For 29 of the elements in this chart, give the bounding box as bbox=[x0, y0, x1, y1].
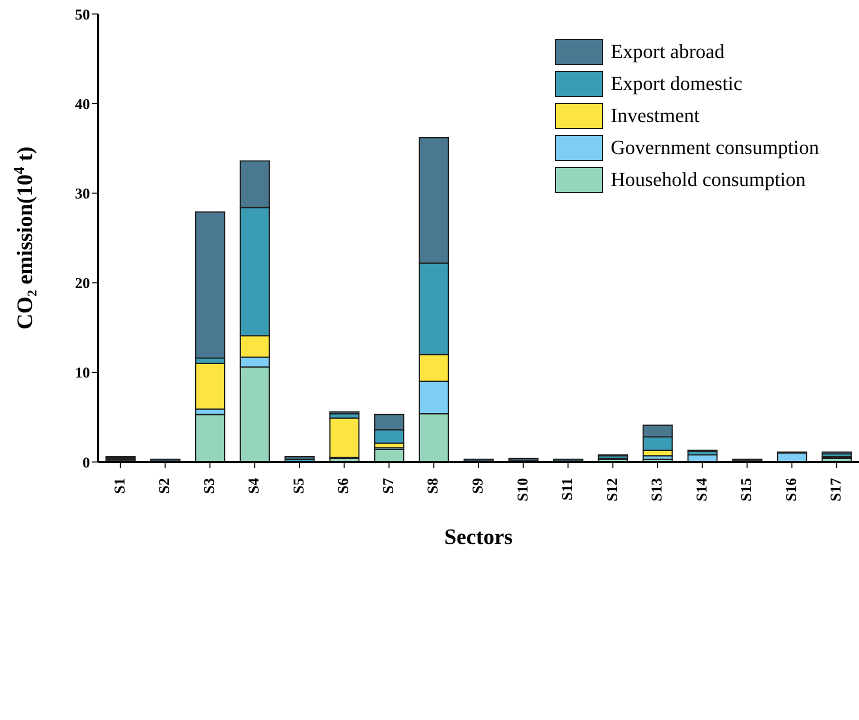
x-tick-label: S13 bbox=[650, 478, 666, 502]
x-tick-label: S11 bbox=[560, 478, 576, 501]
x-tick-label: S15 bbox=[739, 478, 756, 502]
legend-label: Export domestic bbox=[610, 72, 742, 96]
x-axis-title: Sectors bbox=[444, 524, 514, 549]
x-tick-label: S2 bbox=[157, 478, 174, 494]
y-tick-label: 40 bbox=[75, 96, 90, 113]
y-tick-label: 20 bbox=[75, 276, 90, 292]
y-tick-label: 10 bbox=[75, 366, 90, 382]
y-tick-label: 30 bbox=[75, 186, 90, 203]
legend-label: Household consumption bbox=[610, 168, 806, 192]
x-tick-label: S10 bbox=[515, 478, 532, 502]
x-tick-label: S9 bbox=[470, 478, 486, 494]
x-tick-label: S16 bbox=[784, 478, 800, 502]
x-tick-label: S1 bbox=[112, 478, 128, 494]
y-tick-label: 0 bbox=[82, 455, 90, 472]
x-tick-label: S6 bbox=[336, 478, 352, 494]
legend-label: Export abroad bbox=[610, 40, 725, 64]
y-tick-label: 50 bbox=[75, 7, 90, 24]
legend-label: Investment bbox=[610, 104, 700, 128]
x-tick-label: S5 bbox=[291, 478, 308, 494]
x-tick-label: S14 bbox=[694, 478, 710, 502]
x-tick-label: S4 bbox=[246, 478, 263, 494]
x-tick-label: S7 bbox=[380, 478, 397, 494]
x-tick-label: S3 bbox=[202, 478, 218, 494]
x-tick-label: S17 bbox=[828, 478, 845, 502]
x-tick-label: S12 bbox=[604, 478, 621, 502]
legend-label: Government consumption bbox=[610, 136, 819, 160]
x-tick-label: S8 bbox=[426, 478, 442, 494]
